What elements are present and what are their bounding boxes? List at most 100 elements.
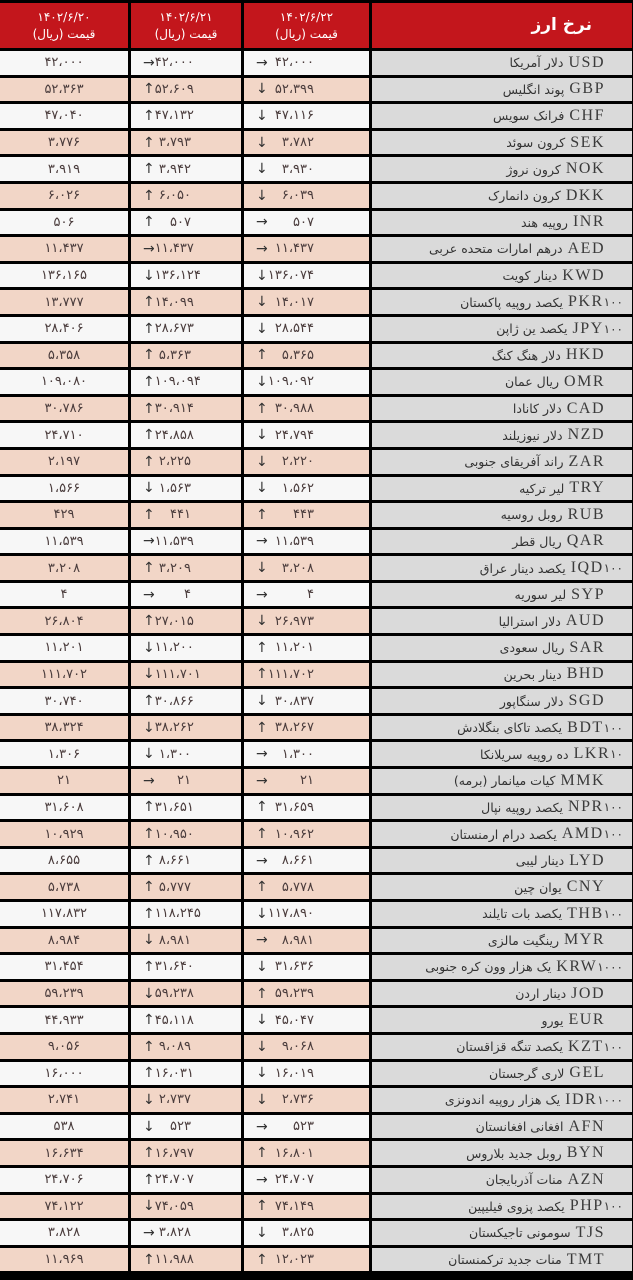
price-1402-6-21: ↑ ۳،۲۰۹	[131, 556, 241, 580]
price-value: ۴۷،۰۴۰	[44, 108, 84, 124]
price-1402-6-22: ↓ ۹،۰۶۸	[244, 1034, 369, 1059]
currency-name: لیر ترکیه	[519, 480, 565, 496]
price-1402-6-21: ↑ ۱۱،۹۸۸	[131, 1247, 241, 1272]
arrow-down-icon: ↓	[256, 905, 268, 922]
currency-code: IDR	[565, 1090, 598, 1108]
price-value: ۳۸،۲۶۲	[154, 720, 194, 736]
price-1402-6-20: ۳،۹۱۹	[0, 157, 128, 181]
price-1402-6-22: ↑ ۱۱،۲۰۱	[244, 636, 369, 660]
currency-unit: ۱۰۰	[603, 561, 623, 576]
price-value: ۱۱،۵۳۹	[44, 533, 84, 549]
price-value: ۱۱۷،۸۹۰	[267, 906, 314, 922]
price-value: ۲۷،۰۱۵	[154, 613, 194, 629]
currency-name: فرانک سویس	[493, 108, 565, 124]
arrow-right-icon: →	[143, 54, 155, 71]
currency-name-cell: یکصد تنگه قزاقستان KZT ۱۰۰	[372, 1034, 632, 1059]
price-1402-6-22: → ۱۱،۴۳۷	[244, 237, 369, 261]
currency-name: دلار نیوزیلند	[502, 427, 563, 443]
price-value: ۳۰،۹۱۴	[154, 401, 194, 417]
price-value: ۱۶،۰۱۹	[274, 1065, 314, 1081]
price-value: ۱۱۸،۲۴۵	[154, 906, 201, 922]
currency-name: یکصد بات تایلند	[482, 906, 563, 922]
arrow-up-icon: ↑	[143, 294, 155, 311]
currency-code: LKR	[573, 745, 611, 763]
price-1402-6-21: ↓ ۲،۷۳۷	[131, 1088, 241, 1112]
currency-unit: ۱۰۰	[603, 1199, 623, 1214]
price-value: ۴۵،۰۴۷	[274, 1012, 314, 1028]
price-value: ۴۷،۱۱۶	[274, 108, 314, 124]
currency-name-cell: یکصد پزوی فیلیپین PHP ۱۰۰	[372, 1194, 632, 1219]
arrow-right-icon: →	[143, 772, 155, 789]
arrow-right-icon: →	[256, 533, 268, 550]
price-1402-6-22: → ۱۱،۵۳۹	[244, 529, 369, 554]
arrow-up-icon: ↑	[143, 826, 155, 843]
price-1402-6-22: ↓ ۲۸،۵۴۴	[244, 316, 369, 341]
price-1402-6-20: ۱۰،۹۲۹	[0, 822, 128, 846]
arrow-down-icon: ↓	[143, 746, 155, 763]
currency-name: منات آذربایجان	[485, 1172, 563, 1188]
currency-name-cell: ریال قطر QAR	[372, 529, 632, 554]
currency-name-cell: یکصد تاکای بنگلادش BDT ۱۰۰	[372, 715, 632, 740]
arrow-up-icon: ↑	[143, 373, 155, 390]
header-date: ۱۴۰۲/۶/۲۱	[159, 9, 213, 24]
arrow-down-icon: ↓	[256, 1091, 268, 1108]
currency-name-cell: دلار استرالیا AUD	[372, 609, 632, 634]
price-value: ۶،۰۳۹	[281, 188, 314, 204]
arrow-down-icon: ↓	[256, 427, 268, 444]
price-value: ۲۴،۷۰۶	[44, 1172, 84, 1188]
price-1402-6-21: ↑ ۳۱،۶۴۰	[131, 955, 241, 979]
currency-code: JOD	[571, 984, 605, 1002]
price-value: ۲۴،۸۵۸	[154, 427, 194, 443]
arrow-right-icon: →	[143, 586, 155, 603]
price-value: ۵۰۶	[53, 214, 75, 230]
price-value: ۱۳۶،۱۲۴	[154, 268, 201, 284]
currency-code: TRY	[569, 479, 605, 497]
price-value: ۱۶،۸۰۱	[274, 1145, 314, 1161]
arrow-up-icon: ↑	[143, 1065, 155, 1082]
arrow-down-icon: ↓	[143, 1198, 155, 1215]
currency-code: CAD	[566, 399, 605, 417]
price-1402-6-22: ↓ ۲،۲۲۰	[244, 449, 369, 474]
currency-name-cell: دلار آمریکا USD	[372, 51, 632, 75]
price-1402-6-20: ۴۷،۰۴۰	[0, 104, 128, 128]
price-value: ۳،۲۰۸	[281, 560, 314, 576]
price-value: ۳۱،۶۳۶	[274, 959, 314, 975]
price-value: ۲۴،۷۰۷	[154, 1172, 194, 1188]
arrow-down-icon: ↓	[143, 480, 155, 497]
currency-name: رینگیت مالزی	[487, 932, 560, 948]
price-1402-6-20: ۱،۳۰۶	[0, 742, 128, 767]
price-value: ۱۶،۰۰۰	[44, 1065, 84, 1081]
price-1402-6-20: ۵۹،۲۳۹	[0, 981, 128, 1006]
arrow-down-icon: ↓	[143, 267, 155, 284]
price-1402-6-21: → ۴	[131, 582, 241, 607]
arrow-down-icon: ↓	[143, 666, 155, 683]
arrow-down-icon: ↓	[256, 1065, 268, 1082]
price-value: ۳،۸۲۵	[281, 1225, 314, 1241]
arrow-up-icon: ↑	[143, 613, 155, 630]
price-1402-6-20: ۸،۶۵۵	[0, 848, 128, 873]
currency-name: روبل جدید بلاروس	[466, 1145, 562, 1161]
arrow-up-icon: ↑	[256, 985, 268, 1002]
currency-name-cell: یکصد درام ارمنستان AMD ۱۰۰	[372, 822, 632, 846]
arrow-down-icon: ↓	[256, 1224, 268, 1241]
arrow-up-icon: ↑	[143, 958, 155, 975]
arrow-down-icon: ↓	[143, 1091, 155, 1108]
currency-code: TJS	[575, 1223, 605, 1241]
currency-unit: ۱۰۰	[603, 800, 623, 815]
price-1402-6-21: ↓ ۷۴،۰۵۹	[131, 1194, 241, 1219]
currency-name-cell: کیات میانمار (برمه) MMK	[372, 769, 632, 793]
price-value: ۳،۲۰۸	[47, 560, 81, 576]
currency-code: AMD	[561, 825, 604, 843]
price-value: ۱۶،۰۳۱	[154, 1065, 194, 1081]
header-price-label: قیمت (ریال)	[154, 26, 218, 41]
price-1402-6-22: ↓ ۱،۵۶۲	[244, 476, 369, 501]
price-value: ۵،۳۶۳	[158, 347, 191, 363]
price-value: ۳۰،۷۸۶	[44, 401, 84, 417]
price-value: ۴	[184, 587, 191, 603]
price-1402-6-22: ↑ ۱۲،۰۲۳	[244, 1247, 369, 1272]
price-1402-6-20: ۲۸،۴۰۶	[0, 316, 128, 341]
price-value: ۱۱،۴۳۷	[154, 241, 194, 257]
arrow-right-icon: →	[256, 240, 268, 257]
currency-unit: ۱۰۰۰	[597, 959, 623, 974]
arrow-up-icon: ↑	[256, 666, 268, 683]
